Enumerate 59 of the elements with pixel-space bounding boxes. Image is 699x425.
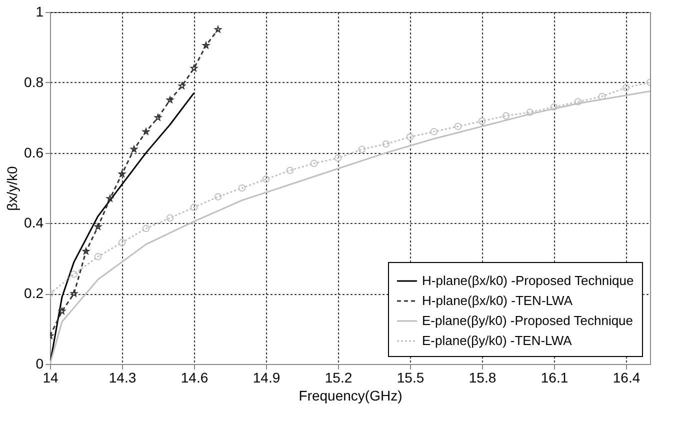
x-tick-label: 14 [42, 370, 58, 386]
point [310, 160, 318, 168]
point [574, 98, 582, 106]
point [190, 204, 198, 212]
y-tick-label: 0.6 [24, 144, 44, 160]
point [142, 128, 150, 135]
point [70, 270, 78, 278]
point [118, 170, 126, 177]
y-tick-label: 1 [36, 4, 44, 20]
point [202, 42, 210, 48]
point [94, 223, 102, 230]
point [238, 184, 246, 192]
x-tick-label: 14.6 [180, 370, 208, 386]
point [382, 140, 390, 148]
x-axis-title: Frequency(GHz) [298, 388, 402, 404]
legend-label: H-plane(βx/k0) -Proposed Technique [422, 273, 634, 288]
y-tick-label: 0 [36, 356, 44, 372]
point [502, 112, 510, 120]
y-tick-label: 0.4 [24, 214, 44, 231]
x-tick-label: 14.9 [252, 370, 280, 386]
point [166, 214, 174, 222]
y-tick-label: 0.2 [24, 285, 44, 302]
point [478, 117, 486, 125]
x-tick-label: 16.4 [612, 370, 640, 386]
point [598, 92, 606, 100]
y-tick-label: 0.8 [24, 74, 44, 90]
point [214, 193, 222, 200]
point [286, 166, 294, 174]
point [406, 133, 414, 141]
point [190, 64, 198, 72]
point [454, 122, 462, 130]
legend-label: E-plane(βy/k0) -Proposed Technique [422, 313, 634, 328]
point [94, 252, 102, 260]
point [334, 154, 342, 162]
legend-label: H-plane(βx/k0) -TEN-LWA [422, 293, 573, 308]
point [262, 176, 270, 183]
x-tick-label: 15.2 [324, 370, 352, 386]
point [178, 82, 186, 89]
point [430, 128, 438, 136]
x-tick-label: 16.1 [540, 370, 568, 386]
point [214, 26, 222, 33]
legend-label: E-plane(βy/k0) -TEN-LWA [422, 333, 572, 348]
point [526, 108, 534, 116]
x-tick-label: 14.3 [108, 370, 136, 386]
point [106, 194, 114, 202]
point [130, 146, 138, 152]
point [82, 248, 90, 254]
point [622, 84, 630, 92]
point [70, 290, 78, 297]
point [142, 224, 150, 232]
point [166, 96, 174, 104]
point [358, 146, 366, 153]
x-tick-label: 15.5 [396, 370, 424, 386]
point [550, 103, 558, 111]
y-axis-title: βx/y/k0 [4, 166, 20, 211]
point [58, 308, 66, 314]
point [154, 114, 162, 121]
point [118, 238, 126, 246]
x-tick-label: 15.8 [468, 370, 496, 386]
